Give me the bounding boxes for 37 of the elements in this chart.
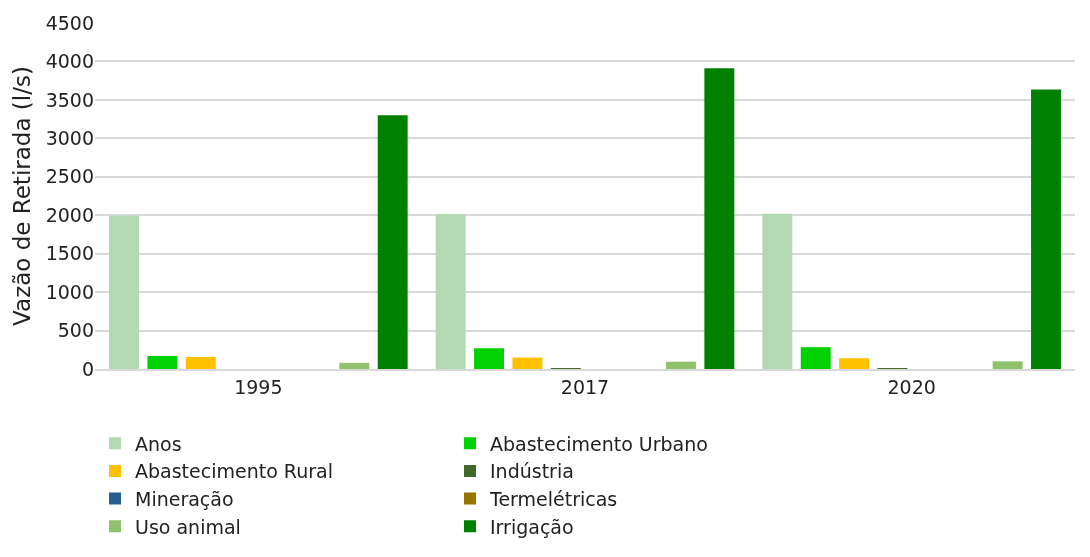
bar xyxy=(992,361,1023,369)
bar xyxy=(185,356,216,369)
bar xyxy=(377,115,408,369)
legend-label: Indústria xyxy=(490,460,574,483)
legend-label: Abastecimento Urbano xyxy=(490,432,708,455)
x-tick-label: 2017 xyxy=(560,375,610,398)
bar xyxy=(512,357,543,369)
y-tick-label: 3500 xyxy=(45,88,94,111)
y-tick-label: 1000 xyxy=(45,280,94,303)
bar xyxy=(339,362,370,369)
y-tick-label: 1500 xyxy=(45,242,94,265)
bar xyxy=(1031,89,1061,369)
legend-label: Mineração xyxy=(135,488,234,511)
legend-label: Anos xyxy=(135,432,182,455)
legend-label: Uso animal xyxy=(135,515,241,538)
bar xyxy=(665,361,696,369)
bar xyxy=(839,358,870,369)
y-tick-label: 4000 xyxy=(45,50,94,73)
legend-label: Abastecimento Rural xyxy=(135,460,333,483)
bar xyxy=(109,215,139,369)
bar xyxy=(762,213,793,369)
y-tick-label: 0 xyxy=(81,357,94,380)
y-tick-label: 4500 xyxy=(45,11,94,34)
y-tick-label: 2500 xyxy=(45,165,94,188)
legend-label: Irrigação xyxy=(490,515,574,538)
bar xyxy=(147,355,178,369)
bar xyxy=(704,68,735,369)
y-tick-label: 3000 xyxy=(45,126,94,149)
bar xyxy=(435,213,466,369)
bar xyxy=(800,347,831,369)
legend-label: Termelétricas xyxy=(489,488,618,511)
y-tick-label: 500 xyxy=(57,319,94,342)
x-tick-label: 2020 xyxy=(887,375,936,398)
y-tick-label: 2000 xyxy=(45,203,94,226)
y-axis-title: Vazão de Retirada (l/s) xyxy=(9,66,36,326)
x-tick-label: 1995 xyxy=(234,375,283,398)
bar xyxy=(474,348,505,369)
